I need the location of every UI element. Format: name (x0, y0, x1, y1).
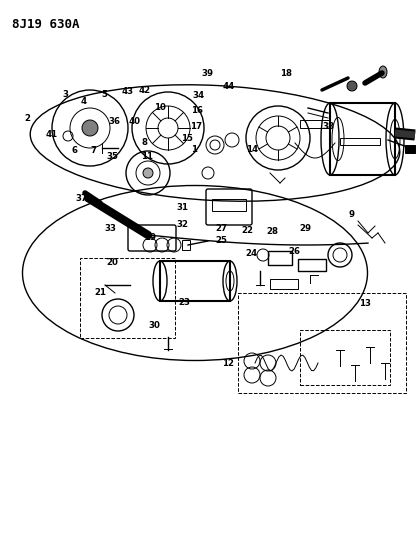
Text: 38: 38 (323, 123, 334, 131)
Text: 24: 24 (245, 249, 257, 257)
Text: 5: 5 (101, 90, 107, 99)
Bar (330, 103, 395, 175)
Text: 11: 11 (141, 152, 153, 161)
Text: 37: 37 (76, 194, 88, 203)
Text: 8J19 630A: 8J19 630A (12, 18, 79, 31)
Circle shape (347, 81, 357, 91)
Circle shape (82, 120, 98, 136)
Text: 23: 23 (178, 298, 190, 307)
Text: 22: 22 (241, 226, 253, 235)
Text: 29: 29 (300, 224, 312, 232)
Text: 6: 6 (72, 146, 78, 155)
Bar (182, 240, 190, 250)
Bar (160, 261, 230, 301)
Text: 8: 8 (142, 139, 148, 147)
Text: 13: 13 (360, 300, 371, 308)
Text: 40: 40 (129, 117, 140, 126)
Bar (405, 145, 415, 153)
Text: 30: 30 (149, 321, 160, 329)
Text: 10: 10 (155, 103, 166, 112)
Text: 28: 28 (266, 228, 278, 236)
Bar (268, 251, 292, 265)
Bar (300, 330, 390, 385)
Text: 43: 43 (122, 87, 134, 96)
Text: 39: 39 (202, 69, 214, 78)
Text: 25: 25 (216, 237, 228, 245)
Text: 14: 14 (246, 145, 258, 154)
Text: 19: 19 (144, 233, 156, 241)
Text: 16: 16 (191, 106, 202, 115)
Text: 27: 27 (216, 224, 228, 232)
Text: 34: 34 (192, 92, 204, 100)
Bar (300, 120, 330, 128)
Bar (80, 258, 175, 338)
Text: 35: 35 (107, 152, 118, 161)
Bar (340, 138, 380, 145)
Bar (212, 199, 246, 211)
Text: 7: 7 (90, 146, 96, 155)
Text: 2: 2 (24, 114, 30, 123)
Text: 36: 36 (108, 117, 120, 126)
Circle shape (143, 168, 153, 178)
Text: 1: 1 (191, 145, 197, 154)
Text: 9: 9 (349, 210, 355, 219)
Text: 17: 17 (191, 123, 202, 131)
Bar (298, 259, 326, 271)
Text: 26: 26 (288, 247, 300, 256)
Text: 12: 12 (222, 359, 234, 368)
Text: 21: 21 (94, 288, 106, 296)
Text: 32: 32 (177, 221, 189, 229)
Text: 44: 44 (223, 82, 235, 91)
Text: 15: 15 (181, 134, 193, 143)
Text: 33: 33 (104, 224, 116, 232)
Text: 18: 18 (280, 69, 291, 78)
Text: 42: 42 (139, 86, 151, 95)
Text: 4: 4 (81, 97, 87, 106)
Ellipse shape (379, 66, 387, 78)
Bar (238, 293, 406, 393)
Text: 31: 31 (177, 204, 189, 212)
Text: 3: 3 (62, 91, 68, 99)
Text: 20: 20 (107, 258, 118, 266)
Bar (270, 279, 298, 289)
Text: 41: 41 (45, 131, 57, 139)
